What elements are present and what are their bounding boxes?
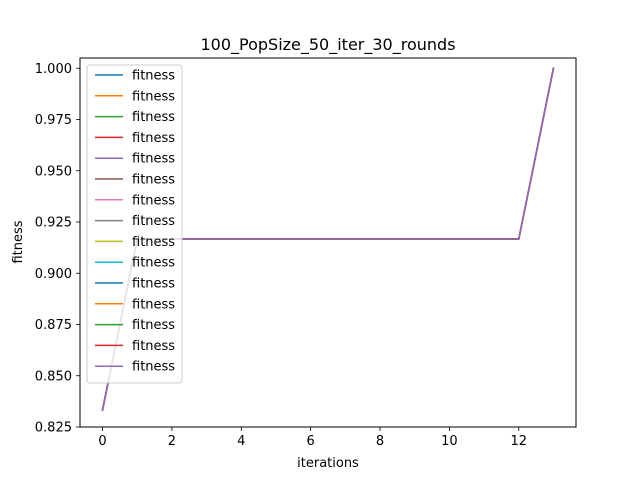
legend-label: fitness [132,214,175,229]
legend-label: fitness [132,152,175,167]
legend-label: fitness [132,235,175,250]
y-tick-label: 0.825 [35,421,72,436]
y-tick-label: 0.850 [35,369,72,384]
legend-label: fitness [132,318,175,333]
x-tick-label: 2 [168,434,176,449]
legend-label: fitness [132,69,175,84]
y-tick-label: 0.950 [35,164,72,179]
x-tick-label: 10 [441,434,458,449]
legend-label: fitness [132,339,175,354]
y-tick-label: 1.000 [35,62,72,77]
legend-label: fitness [132,256,175,271]
y-axis: 0.825 0.850 0.875 0.900 0.925 0.950 0.975 1.000 [35,62,80,436]
y-tick-label: 0.900 [35,267,72,282]
legend-label: fitness [132,193,175,208]
x-tick-label: 4 [237,434,245,449]
legend-label: fitness [132,360,175,375]
plot-frame [79,57,577,428]
legend-label: fitness [132,277,175,292]
x-tick-label: 6 [307,434,315,449]
y-tick-label: 0.925 [35,216,72,231]
x-axis-title: iterations [297,456,359,471]
legend-label: fitness [132,173,175,188]
y-axis-title: fitness [11,220,26,263]
legend-label: fitness [132,110,175,125]
x-tick-label: 12 [510,434,527,449]
x-tick-label: 8 [376,434,384,449]
legend-label: fitness [132,89,175,104]
chart-title: 100_PopSize_50_iter_30_rounds [200,35,455,55]
legend: fitness fitness fitness fitness fitness fitne… [86,64,183,384]
x-axis: 0 2 4 6 8 10 12 [98,427,527,449]
legend-label: fitness [132,131,175,146]
y-tick-label: 0.875 [35,318,72,333]
x-tick-label: 0 [98,434,106,449]
legend-label: fitness [132,297,175,312]
y-tick-label: 0.975 [35,113,72,128]
